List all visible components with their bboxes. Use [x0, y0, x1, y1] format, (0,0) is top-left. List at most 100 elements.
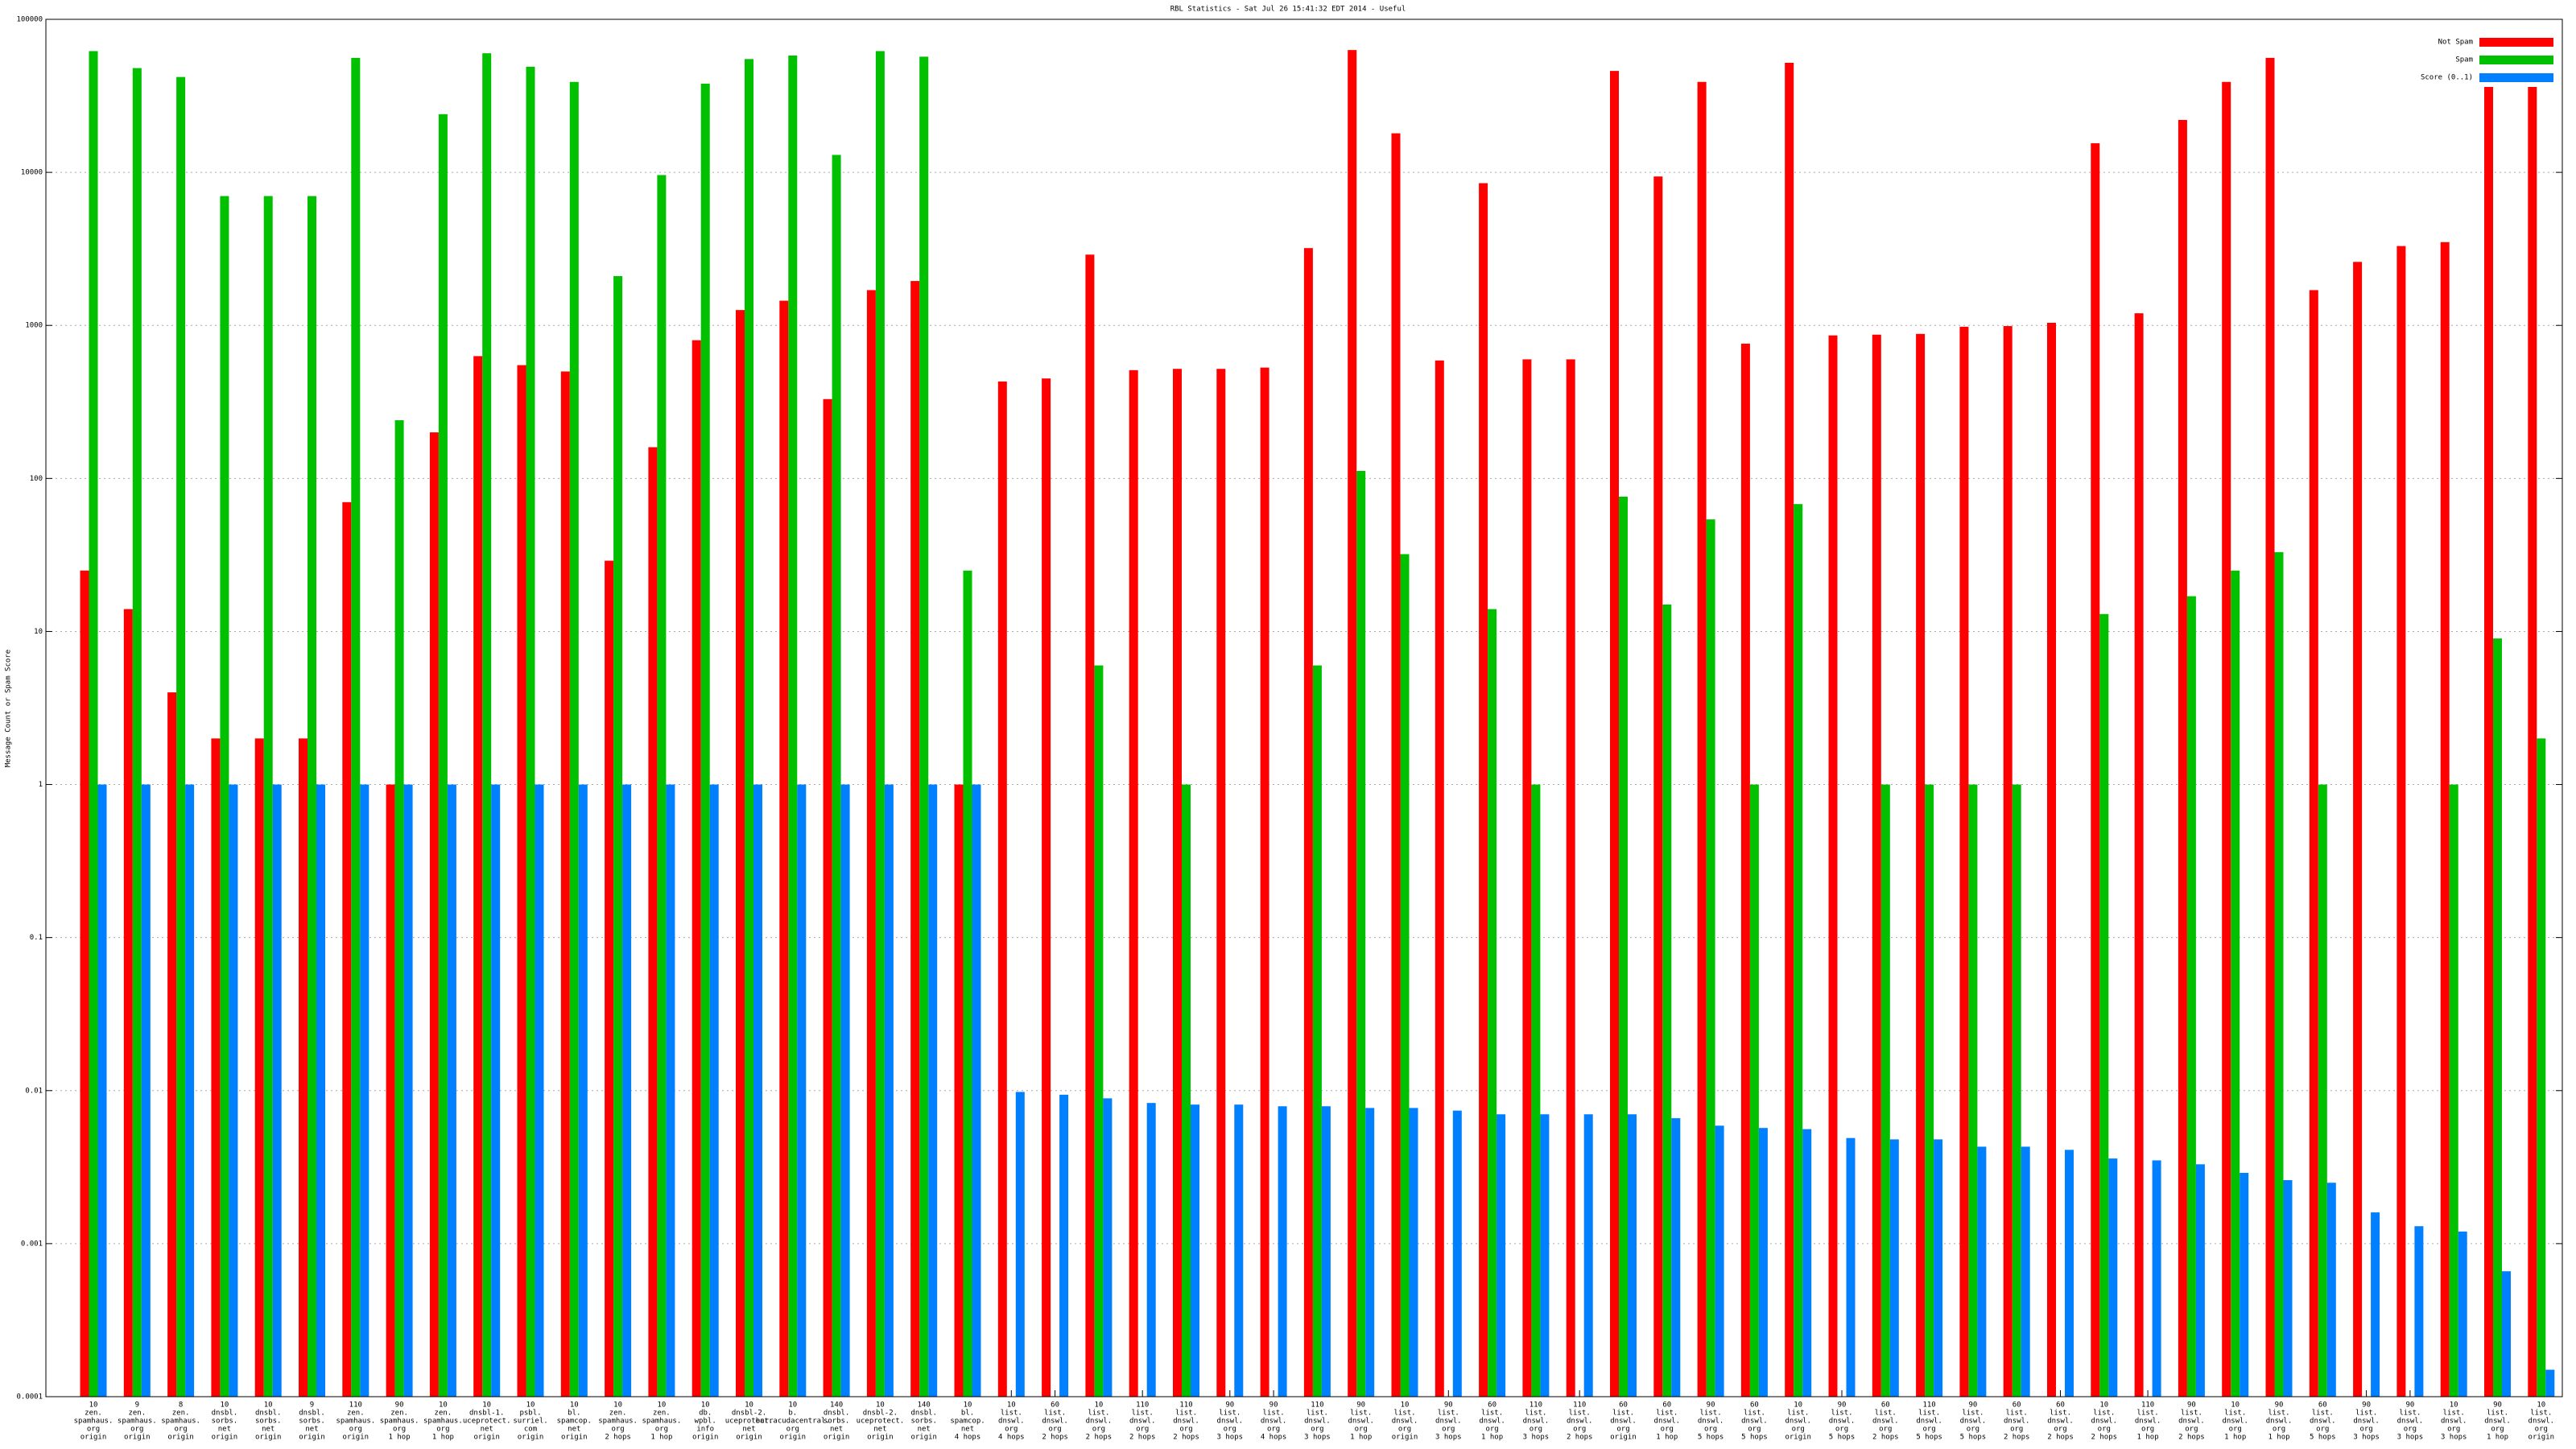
bar — [2414, 1226, 2424, 1397]
bar — [1758, 1128, 1768, 1397]
x-tick-label: sorbs. — [212, 1418, 238, 1426]
x-tick-label: list. — [1656, 1410, 1678, 1418]
x-tick-label: 5 hops — [2310, 1434, 2336, 1442]
x-tick-label: uceprotect. — [857, 1418, 905, 1426]
legend-label: Not Spam — [2438, 39, 2473, 47]
x-tick-label: 60 — [2318, 1402, 2327, 1410]
bar — [1802, 1129, 1812, 1397]
bar — [438, 114, 448, 1397]
bar — [254, 738, 264, 1397]
x-tick-label: 8 — [179, 1402, 183, 1410]
bar — [1968, 784, 1978, 1397]
x-tick-label: spamhaus. — [161, 1418, 200, 1426]
x-tick-label: 10 — [1401, 1402, 1410, 1410]
x-tick-label: 10 — [2537, 1402, 2545, 1410]
bar — [2134, 313, 2144, 1397]
x-tick-label: list. — [1438, 1410, 1459, 1418]
x-tick-label: origin — [343, 1434, 369, 1442]
bar — [2012, 784, 2021, 1397]
bar — [351, 57, 361, 1397]
x-tick-label: 60 — [1488, 1402, 1496, 1410]
x-tick-label: list. — [1001, 1410, 1022, 1418]
bar — [2186, 596, 2196, 1397]
bar — [700, 83, 710, 1397]
x-tick-label: 2 hops — [1042, 1434, 1068, 1442]
x-tick-label: spamhaus. — [380, 1418, 419, 1426]
x-tick-label: 9 — [135, 1402, 139, 1410]
bar — [1103, 1098, 1113, 1397]
bar — [220, 196, 229, 1397]
legend-swatch — [2479, 73, 2553, 82]
bar — [185, 784, 195, 1397]
x-tick-label: org — [130, 1426, 143, 1434]
x-tick-label: org — [2098, 1426, 2111, 1434]
x-tick-label: 90 — [2187, 1402, 2196, 1410]
x-tick-label: org — [174, 1426, 187, 1434]
bar — [1706, 519, 1715, 1397]
bar — [1619, 496, 1628, 1397]
bar — [2240, 1172, 2249, 1397]
x-tick-label: zen. — [347, 1410, 365, 1418]
bar — [1488, 609, 1497, 1397]
x-tick-label: dnswl. — [1567, 1418, 1593, 1426]
x-tick-label: dnswl. — [1217, 1418, 1244, 1426]
x-tick-label: org — [786, 1426, 799, 1434]
bar — [1303, 248, 1313, 1397]
x-tick-label: dnswl. — [2135, 1418, 2161, 1426]
bar — [1348, 50, 1357, 1397]
bar — [2178, 120, 2187, 1397]
bar — [2195, 1164, 2205, 1397]
x-tick-label: list. — [2268, 1410, 2289, 1418]
x-tick-label: psbl. — [519, 1410, 541, 1418]
plot-frame — [45, 19, 2563, 1397]
x-tick-label: net — [262, 1426, 275, 1434]
bar — [736, 310, 745, 1397]
y-tick-label: 0.001 — [21, 1240, 43, 1248]
x-tick-label: org — [655, 1426, 668, 1434]
bar — [2283, 1179, 2293, 1397]
x-tick-label: 3 hops — [1304, 1434, 1331, 1442]
x-tick-label: list. — [2399, 1410, 2421, 1418]
x-tick-label: origin — [910, 1434, 937, 1442]
bar — [2091, 142, 2100, 1397]
x-tick-label: zen. — [85, 1410, 102, 1418]
x-tick-label: origin — [1785, 1434, 1811, 1442]
bar — [1260, 367, 1269, 1397]
x-tick-label: 2 hops — [2178, 1434, 2205, 1442]
bar — [1794, 504, 1803, 1397]
x-tick-label: 10 — [657, 1402, 666, 1410]
x-tick-label: origin — [255, 1434, 282, 1442]
bar — [2396, 246, 2406, 1397]
x-tick-label: spamcop. — [950, 1418, 985, 1426]
x-tick-label: dnswl. — [1872, 1418, 1899, 1426]
x-tick-label: dnswl. — [1392, 1418, 1418, 1426]
x-tick-label: 110 — [1136, 1402, 1149, 1410]
x-tick-label: 1 hop — [650, 1434, 672, 1442]
bar — [2371, 1212, 2380, 1397]
bar — [403, 784, 413, 1397]
bar — [1916, 333, 1926, 1397]
x-tick-label: dnswl. — [1435, 1418, 1462, 1426]
x-tick-label: net — [873, 1426, 886, 1434]
x-tick-label: org — [1311, 1426, 1323, 1434]
x-tick-label: origin — [80, 1434, 107, 1442]
x-tick-label: 10 — [701, 1402, 710, 1410]
bar — [1959, 326, 1969, 1397]
x-tick-label: 10 — [788, 1402, 797, 1410]
x-tick-label: bl. — [568, 1410, 580, 1418]
legend-label: Score (0..1) — [2421, 74, 2473, 82]
y-tick-label: 0.1 — [30, 934, 43, 942]
bar — [535, 784, 544, 1397]
x-tick-label: org — [393, 1426, 406, 1434]
bar — [963, 570, 972, 1397]
x-tick-label: net — [830, 1426, 843, 1434]
bar — [648, 447, 658, 1397]
x-tick-label: origin — [2529, 1434, 2555, 1442]
x-tick-label: org — [1922, 1426, 1935, 1434]
x-tick-label: 5 hops — [1960, 1434, 1987, 1442]
bar — [89, 51, 98, 1397]
x-tick-label: 90 — [1838, 1402, 1847, 1410]
x-tick-label: 110 — [1573, 1402, 1586, 1410]
bar — [1880, 784, 1890, 1397]
x-tick-label: net — [305, 1426, 318, 1434]
